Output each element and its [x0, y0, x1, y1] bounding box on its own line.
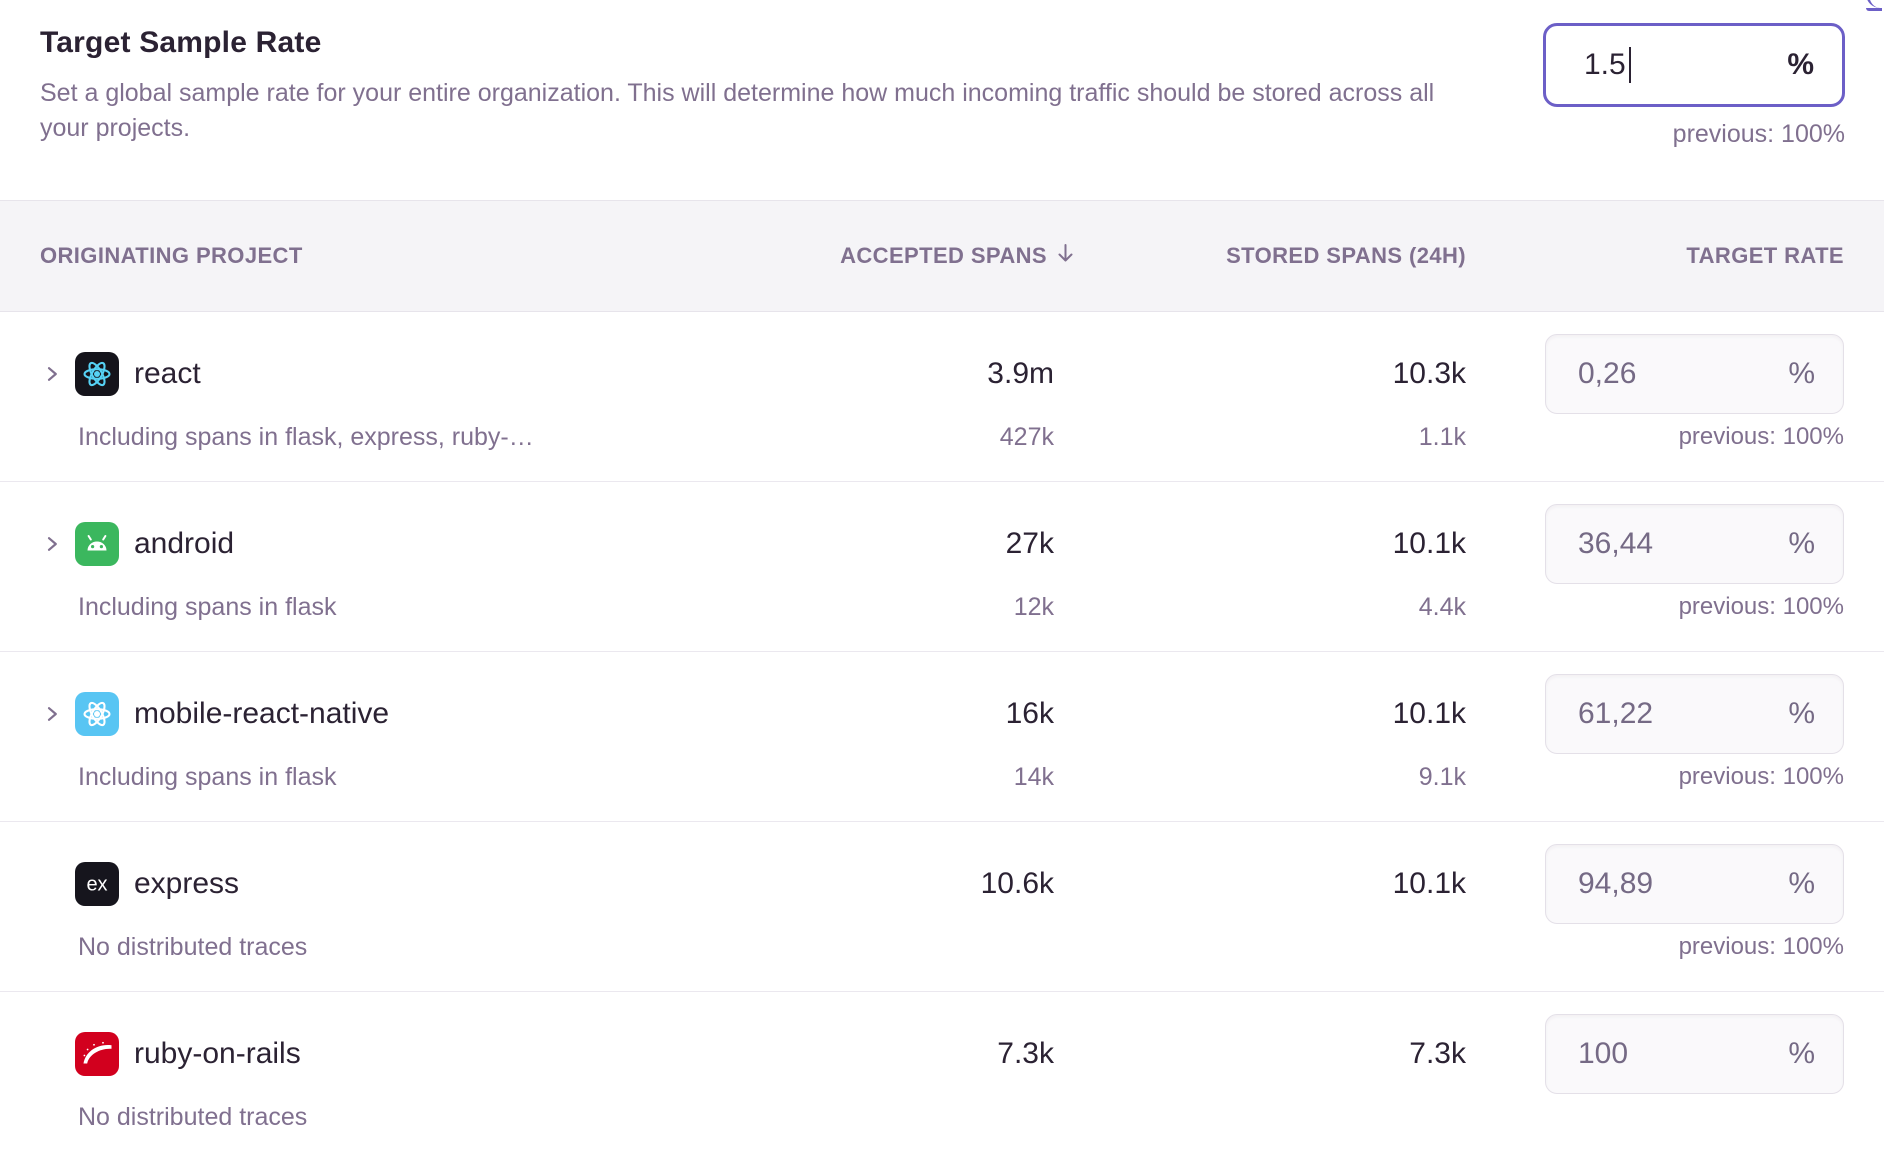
- target-rate-input[interactable]: 0,26 %: [1545, 334, 1844, 414]
- rate-cell: 0,26 %: [1545, 334, 1844, 414]
- table-row: react 3.9m 10.3k 0,26 % Including spans …: [0, 312, 1884, 482]
- page-title: Target Sample Rate: [40, 26, 322, 59]
- distributed-traces-note: No distributed traces: [78, 1102, 308, 1131]
- distributed-traces-note: Including spans in flask, express, ruby-…: [78, 422, 534, 451]
- previous-rate: previous: 100%: [1678, 593, 1844, 620]
- project-cell: react: [40, 334, 776, 414]
- text-cursor: [1628, 47, 1631, 83]
- global-previous-rate: previous: 100%: [1672, 120, 1845, 148]
- sub-accepted-spans-value: 427k: [999, 422, 1054, 451]
- project-name: ruby-on-rails: [134, 1037, 301, 1070]
- target-rate-value: 100: [1578, 1037, 1629, 1070]
- sub-accepted-spans-value: 12k: [1013, 592, 1054, 621]
- project-cell: ruby-on-rails: [40, 1014, 776, 1094]
- android-icon: [75, 522, 119, 566]
- table-header: ORIGINATING PROJECT ACCEPTED SPANS STORE…: [0, 200, 1884, 312]
- target-rate-value: 94,89: [1578, 867, 1654, 900]
- accepted-spans-value: 16k: [1005, 697, 1054, 730]
- stored-spans-value: 10.3k: [1392, 357, 1466, 390]
- column-originating-project: ORIGINATING PROJECT: [40, 243, 303, 268]
- react-native-icon: [75, 692, 119, 736]
- offscreen-element-edge: [1866, 0, 1884, 11]
- global-sample-rate-input[interactable]: 1.5 %: [1543, 23, 1845, 107]
- target-rate-value: 61,22: [1578, 697, 1654, 730]
- distributed-traces-note: Including spans in flask: [78, 762, 337, 791]
- stored-spans-value: 10.1k: [1392, 697, 1466, 730]
- percent-unit: %: [1788, 697, 1815, 730]
- sub-stored-spans-value: 4.4k: [1418, 592, 1466, 621]
- percent-unit: %: [1788, 357, 1815, 390]
- project-cell: android: [40, 504, 776, 584]
- accepted-spans-value: 10.6k: [980, 867, 1054, 900]
- distributed-traces-note: No distributed traces: [78, 932, 308, 961]
- project-cell: mobile-react-native: [40, 674, 776, 754]
- column-accepted-spans[interactable]: ACCEPTED SPANS: [776, 242, 1076, 270]
- percent-unit: %: [1788, 527, 1815, 560]
- react-icon: [75, 352, 119, 396]
- percent-unit: %: [1787, 48, 1814, 81]
- rate-cell: 36,44 %: [1545, 504, 1844, 584]
- target-rate-input[interactable]: 61,22 %: [1545, 674, 1844, 754]
- accepted-spans-value: 3.9m: [987, 357, 1054, 390]
- stored-spans-value: 10.1k: [1392, 527, 1466, 560]
- table-row: mobile-react-native 16k 10.1k 61,22 % In…: [0, 652, 1884, 822]
- target-rate-value: 0,26: [1578, 357, 1637, 390]
- accepted-spans-value: 27k: [1005, 527, 1054, 560]
- project-cell: ex express: [40, 844, 776, 924]
- global-sample-rate-value: 1.5: [1584, 48, 1626, 81]
- expand-chevron-icon[interactable]: [43, 365, 61, 383]
- table-row: android 27k 10.1k 36,44 % Including span…: [0, 482, 1884, 652]
- sub-stored-spans-value: 9.1k: [1418, 762, 1466, 791]
- project-table-body: react 3.9m 10.3k 0,26 % Including spans …: [0, 312, 1884, 1160]
- table-row: ex express 10.6k 10.1k 94,89 % No distri…: [0, 822, 1884, 992]
- stored-spans-value: 10.1k: [1392, 867, 1466, 900]
- project-name: react: [134, 357, 201, 390]
- distributed-traces-note: Including spans in flask: [78, 592, 337, 621]
- stored-spans-value: 7.3k: [1409, 1037, 1466, 1070]
- rails-icon: [75, 1032, 119, 1076]
- sort-descending-icon: [1055, 242, 1076, 270]
- rate-cell: 94,89 %: [1545, 844, 1844, 924]
- column-accepted-label: ACCEPTED SPANS: [840, 243, 1047, 268]
- svg-text:ex: ex: [86, 874, 107, 896]
- percent-unit: %: [1788, 867, 1815, 900]
- accepted-spans-value: 7.3k: [997, 1037, 1054, 1070]
- page-description: Set a global sample rate for your entire…: [40, 79, 1435, 142]
- express-icon: ex: [75, 862, 119, 906]
- sub-stored-spans-value: 1.1k: [1418, 422, 1466, 451]
- expand-chevron-icon[interactable]: [43, 705, 61, 723]
- sub-accepted-spans-value: 14k: [1013, 762, 1054, 791]
- project-name: mobile-react-native: [134, 697, 390, 730]
- rate-cell: 61,22 %: [1545, 674, 1844, 754]
- expand-chevron-icon[interactable]: [43, 535, 61, 553]
- target-rate-input[interactable]: 94,89 %: [1545, 844, 1844, 924]
- rate-cell: 100 %: [1545, 1014, 1844, 1094]
- percent-unit: %: [1788, 1037, 1815, 1070]
- project-name: express: [134, 867, 240, 900]
- project-name: android: [134, 527, 235, 560]
- panel-header: Target Sample Rate Set a global sample r…: [0, 0, 1884, 200]
- target-rate-input[interactable]: 100 %: [1545, 1014, 1844, 1094]
- column-stored-spans: STORED SPANS (24H): [1226, 243, 1466, 268]
- previous-rate: previous: 100%: [1678, 423, 1844, 450]
- column-target-rate: TARGET RATE: [1686, 243, 1844, 268]
- target-rate-input[interactable]: 36,44 %: [1545, 504, 1844, 584]
- table-row: ruby-on-rails 7.3k 7.3k 100 % No distrib…: [0, 992, 1884, 1160]
- previous-rate: previous: 100%: [1678, 933, 1844, 960]
- previous-rate: previous: 100%: [1678, 763, 1844, 790]
- target-rate-value: 36,44: [1578, 527, 1654, 560]
